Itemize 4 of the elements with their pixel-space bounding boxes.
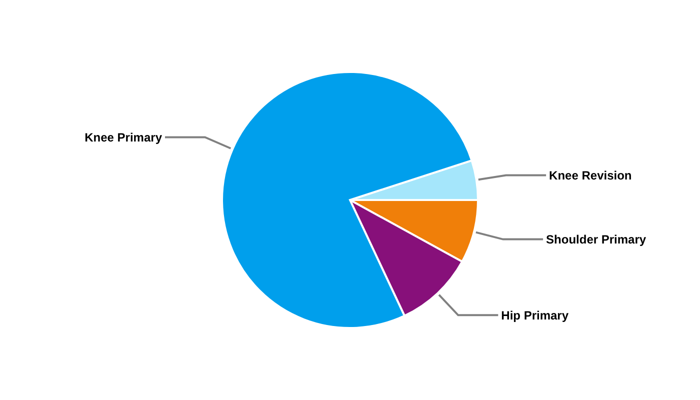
slice-label: Shoulder Primary (546, 232, 646, 246)
slice-label: Knee Revision (549, 168, 632, 182)
slice-label: Hip Primary (501, 308, 569, 322)
slice-label: Knee Primary (84, 130, 162, 144)
